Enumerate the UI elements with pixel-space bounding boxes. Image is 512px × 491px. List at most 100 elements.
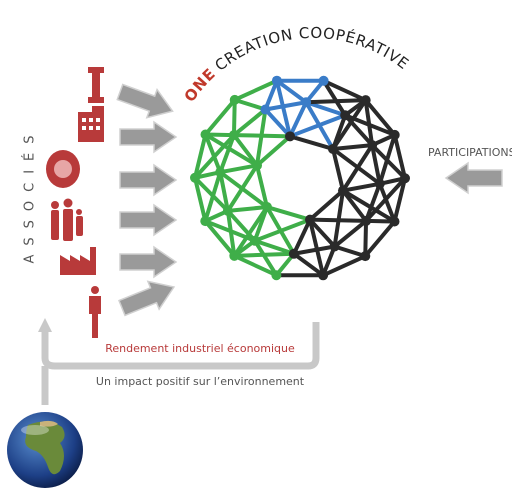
strut — [307, 217, 369, 223]
strut — [225, 208, 257, 243]
strut — [232, 78, 279, 102]
node — [252, 160, 263, 171]
strut — [274, 78, 309, 105]
strut — [340, 181, 382, 193]
node — [318, 270, 329, 281]
strut — [264, 205, 296, 256]
node — [190, 172, 201, 183]
strut — [225, 205, 269, 213]
strut — [193, 132, 208, 180]
node — [260, 104, 271, 115]
node — [337, 185, 348, 196]
impact-label: Un impact positif sur l’environnement — [96, 375, 305, 388]
node — [271, 75, 282, 86]
node — [374, 178, 385, 189]
strut — [252, 238, 279, 278]
strut — [232, 205, 269, 258]
node — [200, 129, 211, 140]
node — [222, 205, 233, 216]
input-arrows — [116, 83, 503, 317]
strut — [370, 143, 382, 186]
strut — [321, 78, 368, 103]
strut — [291, 217, 312, 256]
strut — [232, 97, 268, 112]
title-one: ONE — [180, 64, 219, 105]
strut — [231, 107, 268, 138]
strut — [364, 181, 382, 223]
strut — [218, 170, 230, 213]
strut — [331, 146, 345, 193]
strut — [304, 100, 348, 118]
strut — [377, 132, 397, 186]
node — [228, 130, 239, 141]
strut — [291, 251, 326, 278]
strut — [340, 188, 397, 224]
strut — [304, 100, 336, 151]
node — [361, 215, 372, 226]
node — [271, 270, 282, 281]
strut — [363, 98, 397, 137]
strut — [331, 98, 368, 151]
strut — [307, 188, 345, 222]
node — [261, 202, 272, 213]
strut — [232, 253, 279, 278]
strut — [203, 132, 260, 168]
strut — [255, 134, 293, 168]
strut — [363, 219, 397, 259]
strut — [307, 217, 326, 278]
node — [288, 248, 299, 259]
strut — [252, 238, 296, 256]
strut — [288, 134, 336, 151]
node — [328, 143, 339, 154]
return-label: Rendement industriel économique — [105, 342, 295, 355]
strut — [331, 146, 382, 186]
strut — [340, 188, 369, 223]
strut — [321, 254, 368, 278]
strut — [321, 244, 337, 278]
strut — [288, 100, 309, 139]
strut — [331, 143, 375, 151]
node — [229, 250, 240, 261]
strut — [231, 133, 293, 139]
node — [329, 241, 340, 252]
strut — [225, 163, 260, 213]
strut — [203, 132, 223, 175]
side-label: ASSOCIÉS — [22, 126, 38, 263]
strut — [193, 133, 236, 180]
globe — [7, 412, 83, 488]
strut — [343, 113, 375, 148]
title-text: CREATION COOPÉRATIVE — [211, 23, 413, 74]
strut — [263, 78, 279, 112]
strut — [291, 244, 337, 256]
strut — [363, 98, 375, 148]
node — [389, 216, 400, 227]
strut — [231, 97, 237, 138]
strut — [203, 219, 237, 258]
strut — [231, 133, 260, 168]
node — [340, 110, 351, 121]
strut — [218, 163, 260, 175]
strut — [321, 78, 348, 118]
node — [229, 94, 240, 105]
strut — [225, 208, 237, 258]
node — [200, 216, 211, 227]
strut — [255, 163, 269, 210]
node — [360, 95, 371, 106]
node — [215, 167, 226, 178]
node — [399, 173, 410, 184]
strut — [218, 133, 236, 175]
strut — [363, 218, 369, 259]
strut — [274, 78, 293, 139]
node — [360, 251, 371, 262]
strut — [193, 175, 208, 224]
node — [301, 97, 312, 108]
node — [285, 131, 296, 142]
strut — [263, 107, 293, 139]
node — [389, 129, 400, 140]
node — [367, 140, 378, 151]
strut — [263, 100, 309, 112]
strut — [203, 97, 237, 137]
node — [249, 235, 260, 246]
strut — [377, 181, 397, 224]
